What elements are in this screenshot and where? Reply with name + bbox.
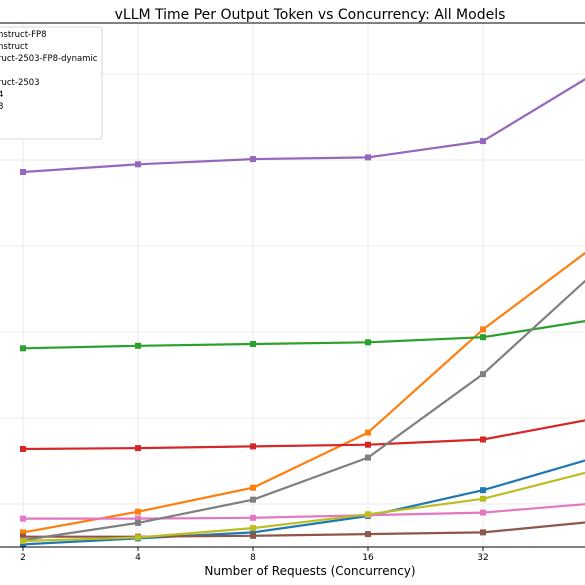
series-line	[22, 77, 585, 174]
data-point	[250, 532, 256, 539]
data-point	[135, 534, 141, 541]
data-point	[250, 496, 256, 503]
series-layer	[20, 77, 585, 548]
data-point	[365, 154, 371, 161]
data-point	[250, 525, 256, 532]
series-line	[22, 251, 585, 534]
data-point	[20, 529, 26, 536]
grid	[0, 23, 585, 547]
data-point	[480, 509, 486, 516]
series-8	[20, 471, 585, 544]
legend: nstruct-FP8 nstruct ruct-2503-FP8-dynamic r…	[0, 26, 103, 140]
data-point	[480, 334, 486, 341]
data-point	[480, 529, 486, 536]
legend-entry: nstruct	[0, 42, 29, 52]
data-point	[480, 495, 486, 502]
chart-title: vLLM Time Per Output Token vs Concurrenc…	[115, 7, 506, 23]
legend-box	[0, 26, 103, 140]
data-point	[480, 326, 486, 333]
series-line	[23, 521, 585, 538]
data-point	[480, 487, 486, 494]
series-2	[20, 320, 585, 352]
data-point	[135, 445, 141, 452]
legend-entry: ruct-2503-FP8-dynamic	[0, 54, 98, 64]
data-point	[135, 342, 141, 349]
data-point	[135, 515, 141, 522]
legend-entry: 8	[0, 102, 3, 112]
series-4	[20, 77, 585, 175]
data-point	[365, 454, 371, 461]
data-point	[20, 538, 26, 544]
axes	[0, 22, 585, 548]
legend-entry: ruct-2503	[0, 78, 40, 88]
series-line	[23, 503, 585, 520]
data-point	[480, 436, 486, 443]
legend-entry: nstruct-FP8	[0, 30, 47, 40]
data-point	[135, 519, 141, 526]
series-line	[22, 471, 585, 543]
x-tick-label: 16	[362, 553, 374, 563]
series-line	[22, 320, 585, 350]
series-1	[20, 251, 585, 536]
data-point	[135, 508, 141, 515]
series-3	[20, 419, 585, 452]
data-point	[20, 345, 26, 352]
data-point	[365, 429, 371, 436]
series-line	[22, 459, 585, 546]
data-point	[365, 531, 371, 538]
series-line	[22, 279, 585, 542]
data-point	[20, 541, 26, 548]
data-point	[480, 371, 486, 378]
data-point	[365, 339, 371, 346]
x-tick-label: 4	[135, 553, 141, 563]
series-line	[22, 419, 585, 451]
data-point	[135, 161, 141, 168]
x-tick-label: 2	[20, 553, 26, 563]
data-point	[250, 341, 256, 347]
x-tick-label: 32	[477, 553, 488, 563]
data-point	[250, 484, 256, 491]
data-point	[20, 169, 26, 175]
data-point	[20, 446, 26, 452]
legend-entry: 4	[0, 90, 3, 100]
data-point	[20, 533, 26, 540]
data-point	[250, 529, 256, 536]
data-point	[250, 156, 256, 163]
data-point	[250, 514, 256, 521]
x-tick-label: 8	[250, 553, 256, 563]
x-axis-label: Number of Requests (Concurrency)	[204, 564, 415, 578]
data-point	[365, 511, 371, 518]
data-point	[480, 138, 486, 145]
data-point	[250, 443, 256, 450]
data-point	[365, 441, 371, 448]
data-point	[20, 515, 26, 522]
x-ticks: 2 4 8 16 32	[20, 547, 489, 563]
